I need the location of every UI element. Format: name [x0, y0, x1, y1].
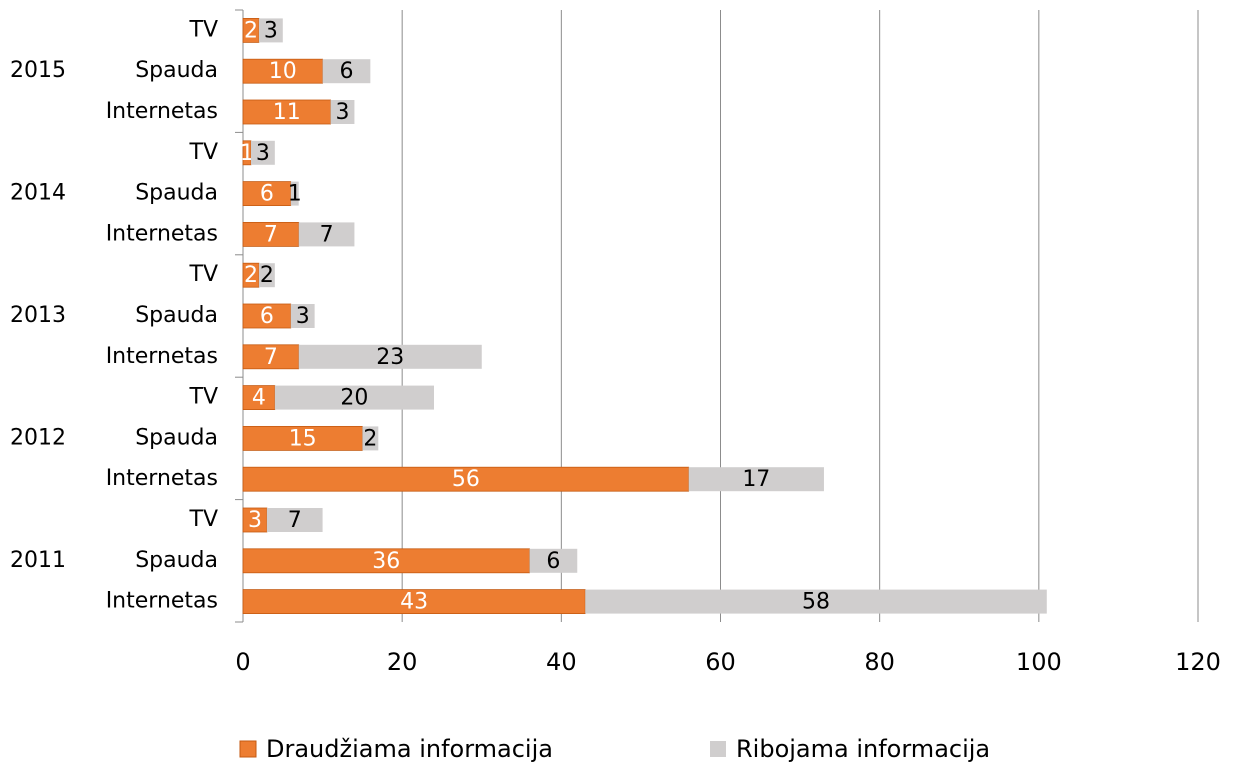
data-label: 15 — [289, 426, 317, 451]
data-label: 11 — [273, 100, 301, 125]
data-label: 6 — [339, 59, 353, 84]
data-label: 20 — [340, 386, 368, 411]
bar-segment — [362, 426, 379, 451]
bar-segment — [242, 425, 363, 451]
group-label: 2012 — [10, 425, 66, 450]
data-label: 17 — [742, 467, 770, 492]
data-label: 7 — [288, 508, 302, 533]
data-label: 10 — [269, 59, 297, 84]
data-label: 4 — [252, 386, 266, 411]
y-tick-label: TV — [189, 262, 219, 287]
data-label: 7 — [264, 345, 278, 370]
x-tick-label: 120 — [1175, 648, 1221, 676]
y-tick-label: TV — [189, 140, 219, 165]
bar-segment — [298, 222, 355, 247]
data-label: 2 — [260, 263, 274, 288]
bar-segment — [242, 99, 331, 125]
bar-segment — [242, 58, 323, 84]
data-label: 6 — [546, 549, 560, 574]
data-label: 1 — [288, 182, 302, 207]
x-tick-label: 0 — [235, 648, 250, 676]
bar-segment — [688, 467, 824, 492]
y-tick-label: Spauda — [135, 181, 218, 206]
data-label: 2 — [244, 18, 258, 43]
x-tick-label: 60 — [705, 648, 736, 676]
bar-segment — [258, 263, 275, 288]
bar-segment — [242, 466, 690, 492]
data-label: 2 — [244, 263, 258, 288]
data-label: 6 — [260, 182, 274, 207]
group-label: 2015 — [10, 58, 66, 83]
y-tick-label: Internetas — [106, 99, 218, 124]
bar-segment — [330, 100, 355, 124]
legend-label: Draudžiama informacija — [266, 735, 553, 763]
data-label: 7 — [264, 222, 278, 247]
data-label: 7 — [320, 222, 334, 247]
bar-segment — [322, 59, 371, 84]
data-label: 56 — [452, 467, 480, 492]
data-label: 3 — [296, 304, 310, 329]
y-tick-label: Internetas — [106, 344, 218, 369]
legend-swatch — [710, 741, 726, 757]
bar-segment — [529, 548, 578, 573]
bar-segment — [242, 303, 292, 329]
group-label: 2013 — [10, 303, 66, 328]
data-label: 3 — [256, 141, 270, 166]
group-label: 2011 — [10, 548, 66, 573]
bar-segment — [274, 385, 434, 410]
bar-segment — [585, 589, 1047, 614]
data-label: 6 — [260, 304, 274, 329]
data-label: 3 — [335, 100, 349, 125]
bar-segment — [250, 140, 275, 165]
y-tick-label: Internetas — [106, 221, 218, 246]
legend-label: Ribojama informacija — [736, 735, 990, 763]
x-tick-label: 40 — [546, 648, 577, 676]
y-tick-label: Spauda — [135, 548, 218, 573]
y-tick-label: TV — [189, 385, 219, 410]
bar-segment — [242, 344, 300, 370]
data-label: 3 — [264, 18, 278, 43]
data-label: 3 — [248, 508, 262, 533]
bar-segment — [242, 181, 292, 207]
group-label: 2014 — [10, 181, 66, 206]
x-tick-label: 100 — [1016, 648, 1062, 676]
bar-segment — [266, 508, 323, 532]
x-tick-label: 20 — [387, 648, 418, 676]
y-tick-label: TV — [189, 507, 219, 532]
bar-segment — [242, 221, 300, 247]
y-tick-label: Spauda — [135, 58, 218, 83]
data-label: 43 — [400, 590, 428, 615]
data-label: 1 — [240, 141, 254, 166]
y-tick-label: Spauda — [135, 425, 218, 450]
bar-segment — [290, 181, 299, 206]
bar-segment — [298, 344, 482, 369]
y-tick-label: TV — [189, 17, 219, 42]
data-label: 23 — [376, 345, 404, 370]
x-tick-label: 80 — [864, 648, 895, 676]
y-tick-label: Internetas — [106, 466, 218, 491]
y-tick-label: Spauda — [135, 303, 218, 328]
data-label: 36 — [372, 549, 400, 574]
data-label: 2 — [363, 426, 377, 451]
bar-segment — [290, 304, 315, 328]
bar-segment — [258, 18, 283, 43]
bar-segment — [242, 589, 586, 614]
y-tick-label: Internetas — [106, 589, 218, 614]
legend-swatch — [239, 740, 257, 758]
data-label: 58 — [802, 590, 830, 615]
